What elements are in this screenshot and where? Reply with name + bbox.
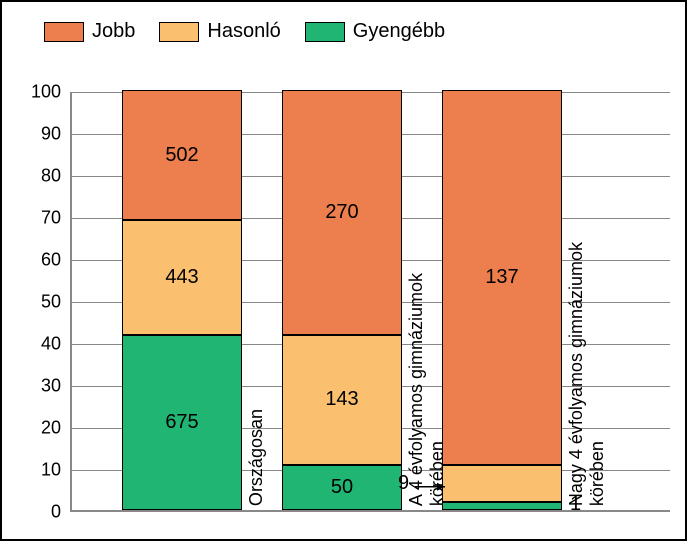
ytick-label: 30 bbox=[11, 376, 61, 397]
ytick-label: 20 bbox=[11, 418, 61, 439]
legend-swatch-hasonlo bbox=[159, 22, 199, 42]
legend-label: Gyengébb bbox=[353, 20, 445, 43]
legend: Jobb Hasonló Gyengébb bbox=[44, 20, 445, 43]
legend-label: Hasonló bbox=[207, 20, 280, 43]
bar-group: 137 bbox=[442, 90, 562, 510]
ytick-label: 0 bbox=[11, 502, 61, 523]
ytick-label: 80 bbox=[11, 166, 61, 187]
bar-segment-hasonlo: 443 bbox=[122, 220, 242, 335]
data-label-outside: 9 bbox=[398, 472, 409, 495]
legend-item-hasonlo: Hasonló bbox=[159, 20, 280, 43]
ytick-label: 50 bbox=[11, 292, 61, 313]
legend-item-gyengebb: Gyengébb bbox=[305, 20, 445, 43]
ytick-label: 100 bbox=[11, 82, 61, 103]
bar-group: 50143270 bbox=[282, 90, 402, 510]
ytick-label: 10 bbox=[11, 460, 61, 481]
chart-container: Jobb Hasonló Gyengébb 675443502Országosa… bbox=[0, 0, 687, 541]
ytick-label: 90 bbox=[11, 124, 61, 145]
bar-segment-hasonlo bbox=[442, 465, 562, 502]
category-label: Nagy 4 évfolyamos gimnáziumok körében bbox=[566, 242, 608, 506]
plot-area: 675443502Országosan50143270A 4 évfolyamo… bbox=[70, 92, 670, 512]
category-label: Országosan bbox=[246, 409, 267, 506]
ytick-label: 40 bbox=[11, 334, 61, 355]
bar-segment-jobb: 502 bbox=[122, 90, 242, 220]
bar-segment-hasonlo: 143 bbox=[282, 335, 402, 465]
bar-segment-jobb: 270 bbox=[282, 90, 402, 335]
legend-swatch-gyengebb bbox=[305, 22, 345, 42]
bar-segment-gyengebb: 675 bbox=[122, 335, 242, 510]
bar-segment-gyengebb bbox=[442, 502, 562, 510]
legend-item-jobb: Jobb bbox=[44, 20, 135, 43]
ytick-label: 70 bbox=[11, 208, 61, 229]
ytick-label: 60 bbox=[11, 250, 61, 271]
bar-group: 675443502 bbox=[122, 90, 242, 510]
bar-segment-jobb: 137 bbox=[442, 90, 562, 465]
legend-swatch-jobb bbox=[44, 22, 84, 42]
legend-label: Jobb bbox=[92, 20, 135, 43]
bar-segment-gyengebb: 50 bbox=[282, 465, 402, 510]
data-label-outside: 1 bbox=[570, 493, 581, 516]
